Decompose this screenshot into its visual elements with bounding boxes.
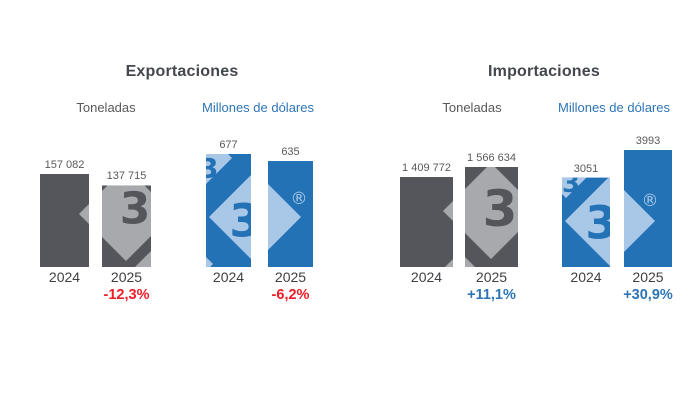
logo-watermark: 3 bbox=[440, 167, 518, 267]
watermark-3-glyph: 3 bbox=[483, 180, 518, 238]
value-label: 635 bbox=[281, 146, 300, 158]
year-label: 2024 bbox=[48, 269, 81, 285]
bar-importaciones-toneladas-2024 bbox=[400, 177, 453, 267]
year-label: 2025 bbox=[274, 269, 307, 285]
panel-title-exportaciones: Exportaciones bbox=[125, 63, 239, 80]
watermark-3-glyph: 3 bbox=[229, 195, 260, 248]
year-label: 2025 bbox=[475, 269, 508, 285]
unit-label-importaciones-toneladas: Toneladas bbox=[442, 100, 502, 115]
unit-label-exportaciones-dolares: Millones de dólares bbox=[201, 100, 314, 115]
year-label: 2024 bbox=[410, 269, 443, 285]
watermark-diamond bbox=[79, 174, 151, 261]
change-label-exportaciones-dolares: -6,2% bbox=[271, 287, 310, 303]
unit-label-exportaciones-toneladas: Toneladas bbox=[76, 100, 136, 115]
year-label: 2025 bbox=[110, 269, 143, 285]
year-label: 2024 bbox=[212, 269, 245, 285]
value-label: 3993 bbox=[635, 135, 661, 147]
year-label: 2024 bbox=[570, 269, 602, 285]
registered-mark-icon: ® bbox=[642, 191, 659, 211]
unit-label-importaciones-dolares: Millones de dólares bbox=[557, 100, 670, 115]
watermark-diamond bbox=[443, 167, 518, 259]
value-label: 1 566 634 bbox=[467, 152, 516, 164]
change-label-importaciones-dolares: +30,9% bbox=[623, 287, 673, 303]
value-label: 157 082 bbox=[44, 159, 85, 171]
panel-title-importaciones: Importaciones bbox=[488, 63, 600, 80]
registered-mark-icon: ® bbox=[291, 189, 308, 209]
watermark-3-glyph: 3 bbox=[585, 197, 616, 250]
change-label-exportaciones-toneladas: -12,3% bbox=[103, 287, 150, 303]
watermark-3-glyph: 3 bbox=[200, 154, 219, 185]
watermark-diamond bbox=[440, 252, 480, 267]
watermark-diamond bbox=[206, 154, 232, 186]
value-label: 3051 bbox=[573, 162, 599, 175]
change-label-importaciones-toneladas: +11,1% bbox=[467, 287, 516, 303]
bar-exportaciones-toneladas-2024 bbox=[40, 174, 89, 267]
value-label: 1 409 772 bbox=[402, 162, 451, 174]
value-label: 677 bbox=[219, 139, 238, 151]
year-label: 2025 bbox=[632, 269, 664, 285]
value-label: 137 715 bbox=[106, 170, 147, 183]
watermark-3-glyph: 3 bbox=[120, 184, 151, 235]
